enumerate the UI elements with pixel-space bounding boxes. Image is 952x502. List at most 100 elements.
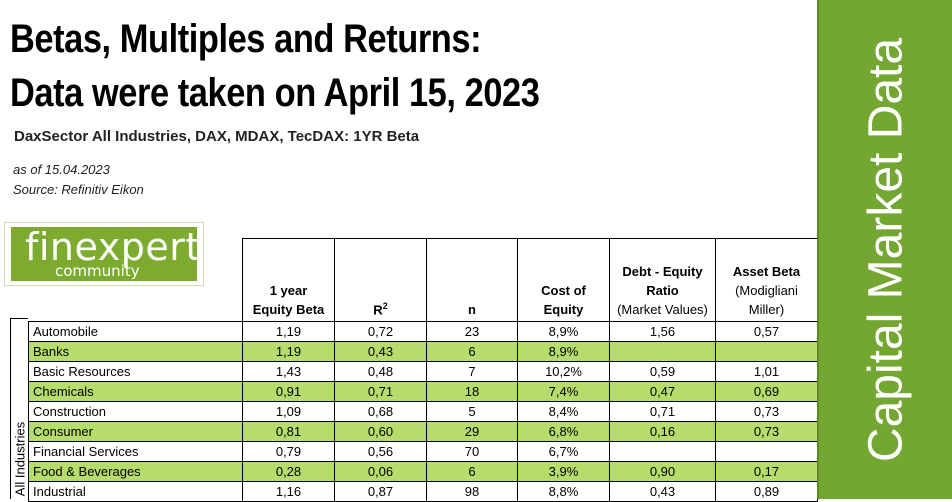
row-r2: 0,06 <box>334 461 427 482</box>
header-debt-equity: Debt - Equity Ratio (Market Values) <box>609 238 716 322</box>
row-debt-equity: 0,59 <box>609 361 716 382</box>
row-debt-equity: 0,71 <box>609 401 716 422</box>
row-beta: 0,28 <box>242 461 335 482</box>
row-asset-beta: 0,73 <box>715 401 818 422</box>
header-cost-of-equity: Cost of Equity <box>517 238 610 322</box>
header-ab-l3: Miller) <box>748 302 785 317</box>
row-asset-beta: 0,69 <box>715 381 818 402</box>
row-r2: 0,68 <box>334 401 427 422</box>
logo-background: finexpert community <box>11 227 200 281</box>
row-n: 70 <box>426 441 518 462</box>
row-n: 23 <box>426 321 518 342</box>
page-title: Betas, Multiples and Returns: Data were … <box>10 12 540 120</box>
side-label-box: All Industries <box>10 318 28 499</box>
source-note: Source: Refinitiv Eikon <box>13 182 144 197</box>
table-row: Financial Services 0,79 0,56 70 6,7% <box>28 441 818 462</box>
title-line-2: Data were taken on April 15, 2023 <box>10 71 540 115</box>
row-r2: 0,43 <box>334 341 427 362</box>
banner-text: Capital Market Data <box>859 37 913 463</box>
row-beta: 1,09 <box>242 401 335 422</box>
table-row: Industrial 1,16 0,87 98 8,8% 0,43 0,89 <box>28 481 818 502</box>
row-n: 7 <box>426 361 518 382</box>
logo-word: finexpert <box>25 225 201 269</box>
header-n-label: n <box>468 302 476 317</box>
finexpert-logo: finexpert community <box>4 222 204 286</box>
row-name: Basic Resources <box>28 361 243 382</box>
side-label: All Industries <box>12 421 28 497</box>
header-equity-beta: 1 year Equity Beta <box>242 238 335 322</box>
logo-sub: community <box>55 262 140 280</box>
header-ab-l2: (Modigliani <box>735 283 798 298</box>
row-r2: 0,60 <box>334 421 427 442</box>
row-cost-of-equity: 3,9% <box>517 461 610 482</box>
row-r2: 0,72 <box>334 321 427 342</box>
row-asset-beta: 1,01 <box>715 361 818 382</box>
row-beta: 1,19 <box>242 321 335 342</box>
row-cost-of-equity: 8,9% <box>517 341 610 362</box>
row-r2: 0,48 <box>334 361 427 382</box>
table-row: Consumer 0,81 0,60 29 6,8% 0,16 0,73 <box>28 421 818 442</box>
header-blank <box>29 239 243 322</box>
header-de-l1: Debt - Equity <box>622 264 703 279</box>
table-row: Banks 1,19 0,43 6 8,9% <box>28 341 818 362</box>
row-beta: 0,91 <box>242 381 335 402</box>
table-row: Automobile 1,19 0,72 23 8,9% 1,56 0,57 <box>28 321 818 342</box>
row-n: 5 <box>426 401 518 422</box>
row-n: 29 <box>426 421 518 442</box>
row-name: Financial Services <box>28 441 243 462</box>
header-r2-label: R <box>373 302 383 317</box>
title-line-1: Betas, Multiples and Returns: <box>10 17 482 61</box>
row-debt-equity: 0,43 <box>609 481 716 502</box>
row-cost-of-equity: 6,7% <box>517 441 610 462</box>
row-asset-beta <box>715 341 818 362</box>
header-equity-beta-l2: Equity Beta <box>252 302 325 317</box>
row-name: Consumer <box>28 421 243 442</box>
row-cost-of-equity: 7,4% <box>517 381 610 402</box>
header-r2-sup: 2 <box>382 300 388 311</box>
header-equity-beta-l1: 1 year <box>269 283 308 298</box>
as-of-date: as of 15.04.2023 <box>13 162 110 177</box>
beta-table: 1 year Equity Beta R2 n Cost of Equity D… <box>28 238 818 502</box>
row-n: 6 <box>426 461 518 482</box>
capital-market-banner: Capital Market Data <box>817 0 952 499</box>
row-cost-of-equity: 6,8% <box>517 421 610 442</box>
table-row: Food & Beverages 0,28 0,06 6 3,9% 0,90 0… <box>28 461 818 482</box>
header-r2: R2 <box>334 238 427 322</box>
row-name: Automobile <box>28 321 243 342</box>
header-coe-l2: Equity <box>543 302 584 317</box>
row-beta: 0,81 <box>242 421 335 442</box>
row-cost-of-equity: 8,4% <box>517 401 610 422</box>
header-asset-beta: Asset Beta (Modigliani Miller) <box>715 238 818 322</box>
row-debt-equity <box>609 441 716 462</box>
header-n: n <box>426 238 518 322</box>
row-asset-beta <box>715 441 818 462</box>
header-row: 1 year Equity Beta R2 n Cost of Equity D… <box>29 238 818 322</box>
row-asset-beta: 0,57 <box>715 321 818 342</box>
subtitle: DaxSector All Industries, DAX, MDAX, Tec… <box>14 128 420 145</box>
row-n: 6 <box>426 341 518 362</box>
row-n: 18 <box>426 381 518 402</box>
row-name: Construction <box>28 401 243 422</box>
header-ab-l1: Asset Beta <box>732 264 801 279</box>
row-debt-equity: 1,56 <box>609 321 716 342</box>
row-cost-of-equity: 8,9% <box>517 321 610 342</box>
header-coe-l1: Cost of <box>541 283 586 298</box>
row-beta: 0,79 <box>242 441 335 462</box>
table-row: Basic Resources 1,43 0,48 7 10,2% 0,59 1… <box>28 361 818 382</box>
row-r2: 0,56 <box>334 441 427 462</box>
row-beta: 1,43 <box>242 361 335 382</box>
table-row: Chemicals 0,91 0,71 18 7,4% 0,47 0,69 <box>28 381 818 402</box>
header-de-l2: Ratio <box>646 283 679 298</box>
row-debt-equity: 0,47 <box>609 381 716 402</box>
row-r2: 0,71 <box>334 381 427 402</box>
row-name: Food & Beverages <box>28 461 243 482</box>
row-name: Banks <box>28 341 243 362</box>
row-debt-equity <box>609 341 716 362</box>
row-asset-beta: 0,17 <box>715 461 818 482</box>
row-asset-beta: 0,73 <box>715 421 818 442</box>
row-debt-equity: 0,90 <box>609 461 716 482</box>
row-debt-equity: 0,16 <box>609 421 716 442</box>
row-name: Chemicals <box>28 381 243 402</box>
header-de-l3: (Market Values) <box>617 302 708 317</box>
table-row: Construction 1,09 0,68 5 8,4% 0,71 0,73 <box>28 401 818 422</box>
